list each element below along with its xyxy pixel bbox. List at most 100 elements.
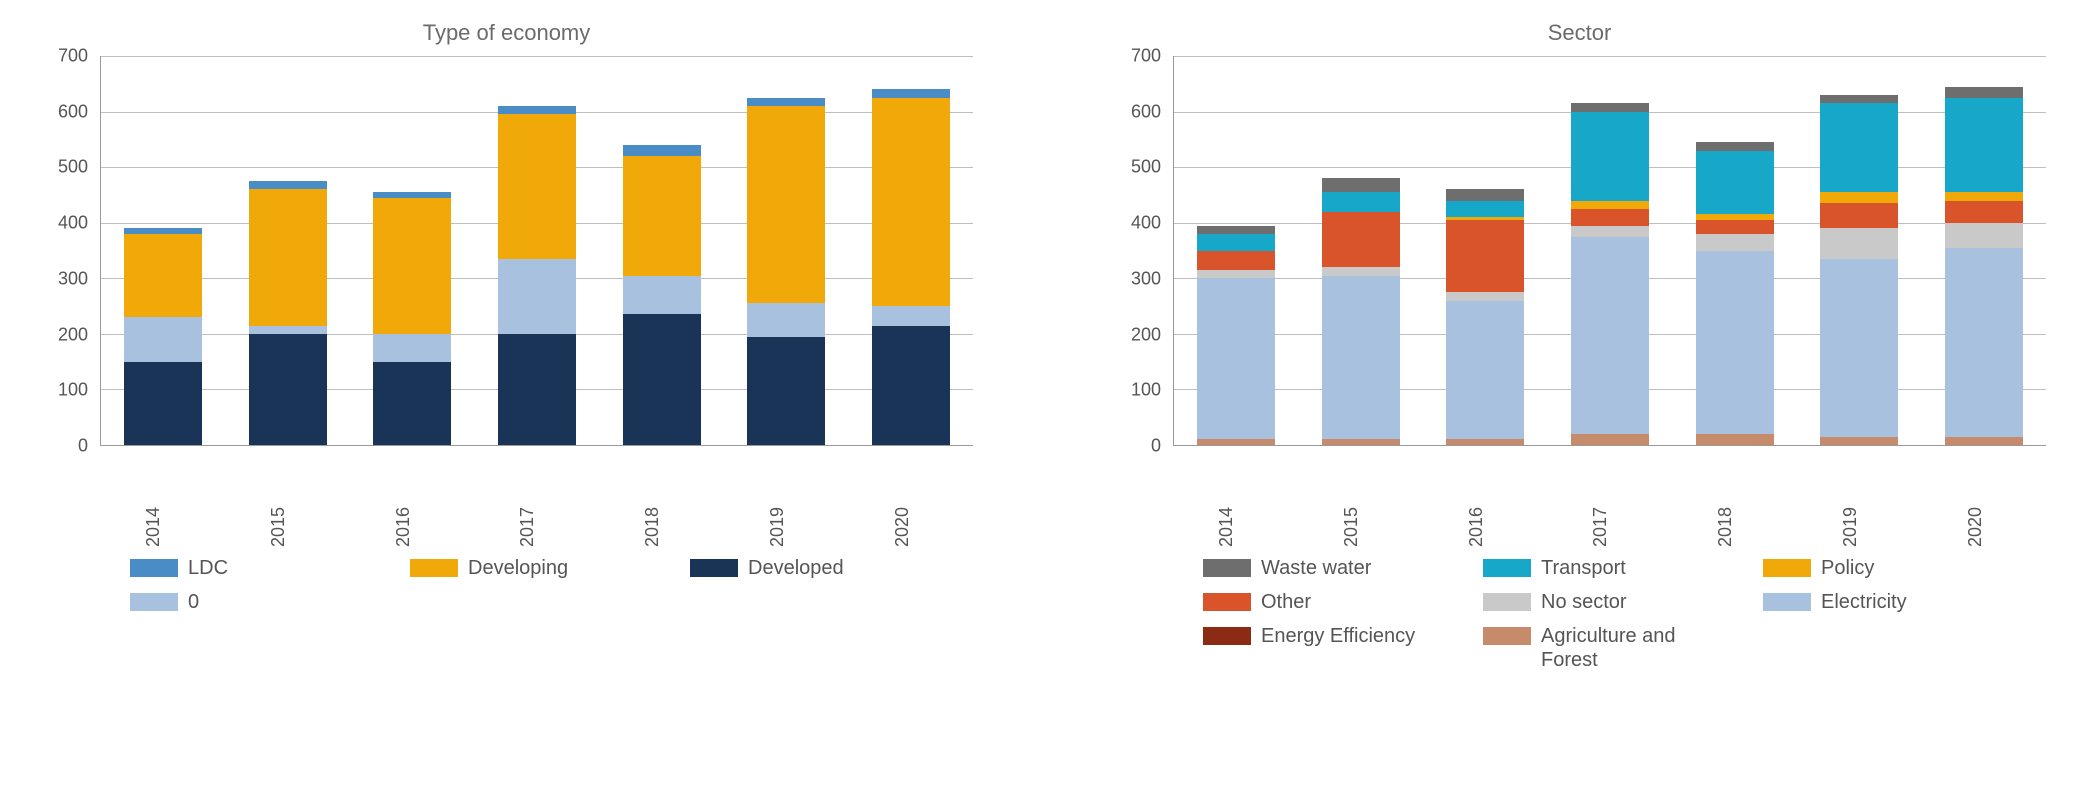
legend-label: Transport xyxy=(1541,556,1626,580)
bar xyxy=(1446,189,1524,445)
legend-item-electricity: Electricity xyxy=(1763,590,1983,614)
bar-segment-agforest xyxy=(1197,439,1275,445)
bar-segment-developing xyxy=(623,156,701,275)
bar-segment-ldc xyxy=(249,181,327,189)
bar xyxy=(623,145,701,445)
bar-segment-other xyxy=(1696,220,1774,234)
bar-segment-electricity xyxy=(1197,278,1275,439)
bar-segment-developed xyxy=(373,362,451,445)
bar xyxy=(1820,95,1898,445)
bar xyxy=(1197,226,1275,445)
bar-segment-electricity xyxy=(1820,259,1898,437)
legend-label: Developing xyxy=(468,556,568,580)
legend: LDC Developing Developed 0 xyxy=(40,556,973,614)
bar-segment-developed xyxy=(747,337,825,445)
bar-segment-waste xyxy=(1820,95,1898,103)
legend-swatch xyxy=(1763,593,1811,611)
bar-segment-transport xyxy=(1820,103,1898,192)
bar-segment-zero xyxy=(747,303,825,336)
x-tick: 2016 xyxy=(1466,507,1504,547)
bar-segment-developed xyxy=(872,326,950,445)
x-tick: 2014 xyxy=(1216,507,1254,547)
bar xyxy=(1696,142,1774,445)
bar xyxy=(1571,103,1649,445)
x-tick: 2019 xyxy=(767,507,805,547)
legend-swatch xyxy=(690,559,738,577)
bar xyxy=(124,228,202,445)
chart-title: Sector xyxy=(1113,20,2046,46)
legend-swatch xyxy=(130,559,178,577)
legend-label: Electricity xyxy=(1821,590,1907,614)
bar-segment-transport xyxy=(1571,112,1649,201)
y-tick: 300 xyxy=(40,268,88,289)
bar-segment-ldc xyxy=(623,145,701,156)
bar-segment-electricity xyxy=(1696,251,1774,434)
bar-segment-transport xyxy=(1322,192,1400,211)
bar-segment-electricity xyxy=(1322,276,1400,440)
bar-segment-agforest xyxy=(1571,434,1649,445)
bar-segment-waste xyxy=(1945,87,2023,98)
chart-area: 0100200300400500600700 20142015201620172… xyxy=(40,56,973,486)
bar-segment-policy xyxy=(1571,201,1649,209)
page: Type of economy 0100200300400500600700 2… xyxy=(0,0,2086,692)
bar-segment-electricity xyxy=(1571,237,1649,434)
bar xyxy=(373,192,451,445)
y-tick: 700 xyxy=(40,46,88,67)
bar-segment-other xyxy=(1820,203,1898,228)
y-tick: 500 xyxy=(40,157,88,178)
y-axis: 0100200300400500600700 xyxy=(1113,56,1169,446)
x-tick: 2019 xyxy=(1840,507,1878,547)
bar-segment-transport xyxy=(1945,98,2023,192)
bar xyxy=(747,98,825,445)
bar-segment-other xyxy=(1197,251,1275,270)
legend-label: No sector xyxy=(1541,590,1627,614)
legend-label: LDC xyxy=(188,556,228,580)
x-tick: 2020 xyxy=(892,507,930,547)
y-tick: 700 xyxy=(1113,46,1161,67)
x-tick: 2018 xyxy=(1715,507,1753,547)
bar-segment-policy xyxy=(1945,192,2023,200)
bar xyxy=(1322,178,1400,445)
legend-item-no_sector: No sector xyxy=(1483,590,1703,614)
legend-label: Policy xyxy=(1821,556,1874,580)
bar-segment-waste xyxy=(1446,189,1524,200)
bar-segment-transport xyxy=(1696,151,1774,215)
bar-segment-developing xyxy=(872,98,950,306)
bar-segment-developing xyxy=(124,234,202,317)
bar-segment-agforest xyxy=(1820,437,1898,445)
bar-segment-no_sector xyxy=(1945,223,2023,248)
legend-item-developing: Developing xyxy=(410,556,630,580)
bar-segment-transport xyxy=(1446,201,1524,218)
bar-segment-transport xyxy=(1197,234,1275,251)
bar xyxy=(498,106,576,445)
y-tick: 600 xyxy=(40,101,88,122)
x-tick: 2017 xyxy=(1590,507,1628,547)
x-tick: 2015 xyxy=(1341,507,1379,547)
legend-label: Agriculture and Forest xyxy=(1541,624,1703,672)
y-tick: 400 xyxy=(40,213,88,234)
legend-item-policy: Policy xyxy=(1763,556,1983,580)
bar-segment-developing xyxy=(498,114,576,258)
bar-segment-agforest xyxy=(1696,434,1774,445)
legend-swatch xyxy=(1203,559,1251,577)
legend: Waste waterTransportPolicyOtherNo sector… xyxy=(1113,556,2046,672)
bar-segment-ldc xyxy=(498,106,576,114)
bar xyxy=(872,89,950,445)
bar-segment-zero xyxy=(373,334,451,362)
legend-label: Developed xyxy=(748,556,844,580)
panel-sector: Sector 0100200300400500600700 2014 2015 20… xyxy=(1113,20,2046,672)
x-tick: 2016 xyxy=(393,507,431,547)
legend-swatch xyxy=(1203,627,1251,645)
bar-segment-no_sector xyxy=(1322,267,1400,275)
bar-segment-other xyxy=(1571,209,1649,226)
bar-segment-no_sector xyxy=(1446,292,1524,300)
bar xyxy=(1945,87,2023,445)
y-axis: 0100200300400500600700 xyxy=(40,56,96,446)
legend-item-energy_eff: Energy Efficiency xyxy=(1203,624,1423,672)
bar-segment-developed xyxy=(249,334,327,445)
bar-segment-ldc xyxy=(872,89,950,97)
legend-item-developed: Developed xyxy=(690,556,910,580)
legend-item-zero: 0 xyxy=(130,590,350,614)
y-tick: 200 xyxy=(1113,324,1161,345)
legend-swatch xyxy=(130,593,178,611)
